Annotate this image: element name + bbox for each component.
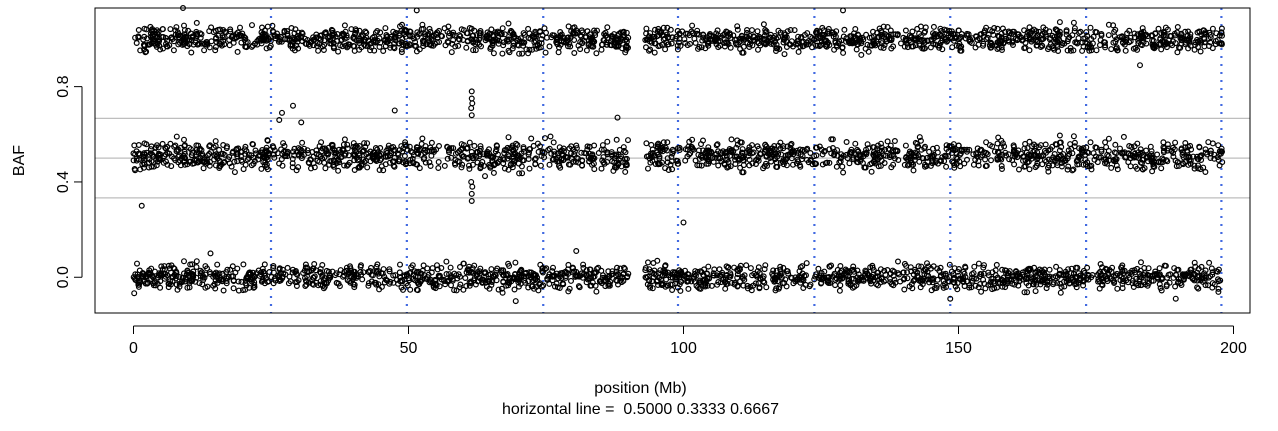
chart-background bbox=[0, 0, 1278, 426]
